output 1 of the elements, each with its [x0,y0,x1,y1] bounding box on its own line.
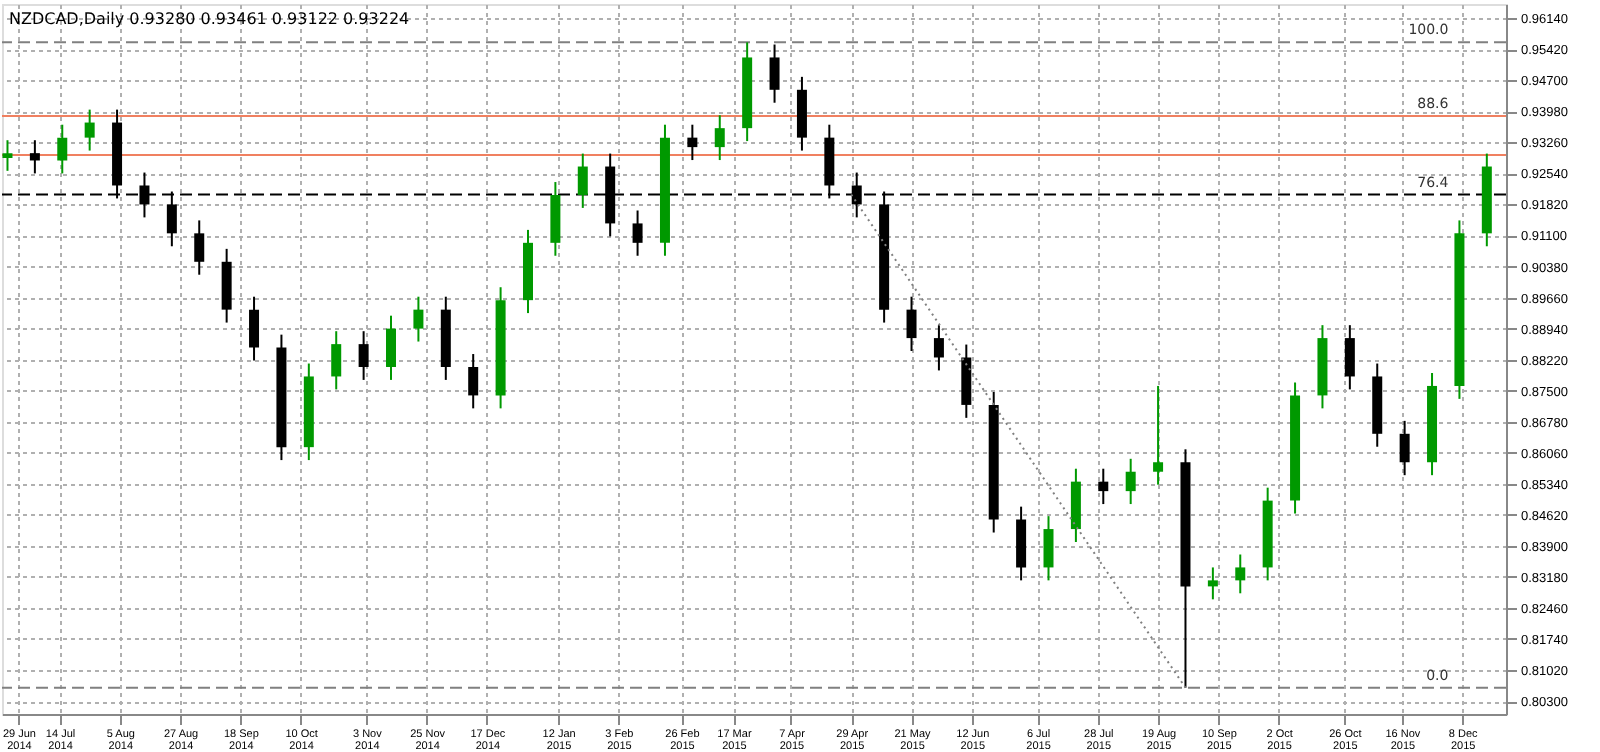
chart-title: NZDCAD,Daily 0.93280 0.93461 0.93122 0.93224 [9,10,410,28]
